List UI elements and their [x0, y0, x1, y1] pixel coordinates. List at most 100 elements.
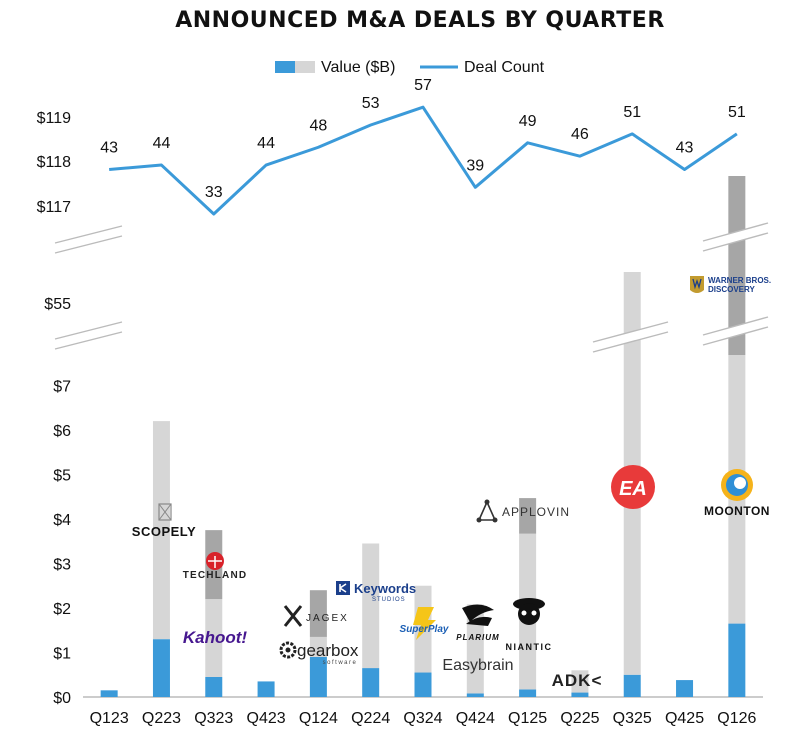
axis-break-mark	[54, 331, 123, 350]
deal-count-label: 44	[153, 135, 171, 152]
logo-keywords: Keywords	[354, 581, 416, 596]
deal-count-label: 51	[728, 104, 746, 121]
x-tick-label: Q423	[247, 710, 286, 727]
deal-count-label: 46	[571, 126, 589, 143]
axis-break-gap	[55, 322, 122, 349]
bar-segment-blue	[519, 689, 537, 697]
x-tick-label: Q123	[90, 710, 129, 727]
bar-segment-blue	[152, 639, 170, 697]
wbd-icon	[690, 276, 704, 293]
y-tick-label: $4	[53, 512, 71, 529]
logo-adk: ADK<	[552, 671, 603, 690]
legend-count-label: Deal Count	[464, 59, 545, 76]
deal-count-label: 49	[519, 113, 537, 130]
bar-segment-blue	[466, 693, 484, 697]
deal-count-label: 43	[676, 140, 694, 157]
logo-plarium: PLARIUM	[456, 633, 499, 642]
niantic-icon	[513, 598, 545, 625]
bar-segment-blue	[257, 681, 275, 697]
bar-segment-blue	[205, 676, 223, 697]
x-tick-label: Q323	[194, 710, 233, 727]
logo-applovin: APPLOVIN	[502, 505, 570, 519]
deal-count-label: 33	[205, 184, 223, 201]
logo-gearbox-sub: software	[323, 660, 358, 666]
axis-break-mark	[592, 321, 669, 343]
y-tick-label: $5	[53, 468, 71, 485]
bar-segment-light	[362, 543, 380, 669]
keywords-icon	[336, 581, 350, 595]
deal-count-label: 39	[466, 157, 484, 174]
bar-segment-dark	[309, 590, 327, 637]
x-tick-label: Q125	[508, 710, 547, 727]
jagex-icon	[283, 605, 303, 627]
x-tick-label: Q424	[456, 710, 495, 727]
axis-break-mark	[54, 321, 123, 340]
bar-segment-blue	[728, 623, 746, 697]
bar-segment-light	[152, 421, 170, 640]
logo-keywords-sub: STUDIOS	[372, 597, 406, 603]
bar-segment-dark	[519, 498, 537, 534]
y-tick-label: $1	[53, 646, 71, 663]
logo-wbd-sub: DISCOVERY	[708, 285, 755, 294]
logo-wbd: WARNER BROS.	[708, 276, 771, 285]
deal-count-line	[109, 105, 738, 216]
applovin-icon	[476, 499, 498, 523]
axis-break-gap	[593, 322, 668, 352]
deal-count-label: 53	[362, 95, 380, 112]
y-tick-label: $119	[37, 110, 72, 127]
logo-gearbox: gearbox	[297, 641, 359, 660]
plarium-icon	[462, 604, 494, 626]
axis-break-mark	[702, 222, 769, 242]
logo-easybrain: Easybrain	[442, 657, 513, 674]
axis-break-mark	[702, 316, 769, 336]
x-tick-label: Q126	[717, 710, 756, 727]
deal-count-label: 44	[257, 135, 275, 152]
legend-swatch-blue	[275, 61, 295, 73]
logo-moonton: MOONTON	[704, 504, 770, 518]
legend-value-label: Value ($B)	[321, 59, 395, 76]
axis-break-mark	[54, 235, 123, 254]
legend: Value ($B) Deal Count	[275, 59, 545, 76]
deal-count-label: 48	[309, 117, 327, 134]
techland-icon	[206, 552, 224, 570]
y-tick-label: $2	[53, 601, 71, 618]
y-tick-label: $0	[53, 690, 71, 707]
deal-count-label: 51	[623, 104, 641, 121]
bar-segment-blue	[676, 680, 694, 697]
chart-title: ANNOUNCED M&A DEALS BY QUARTER	[175, 8, 665, 33]
logo-superplay: SuperPlay	[400, 624, 449, 635]
logo-ea: EA	[619, 478, 647, 500]
axis-break-layer	[54, 222, 769, 353]
axis-break-mark	[702, 232, 769, 252]
axis-break-mark	[592, 331, 669, 353]
bar-segment-blue	[623, 674, 641, 697]
bar-segment-light	[466, 604, 484, 694]
logo-techland: TECHLAND	[183, 570, 248, 581]
logo-scopely: SCOPELY	[132, 524, 196, 539]
bar-segment-dark	[728, 176, 746, 355]
y-tick-label: $117	[37, 199, 72, 216]
y-tick-label: $118	[37, 154, 72, 171]
x-tick-label: Q224	[351, 710, 390, 727]
bar-segment-blue	[414, 672, 432, 697]
x-tick-label: Q425	[665, 710, 704, 727]
deal-count-label: 43	[100, 140, 118, 157]
bar-segment-light	[571, 670, 589, 693]
bar-segment-blue	[100, 690, 118, 697]
axis-break-gap	[703, 223, 768, 251]
x-tick-label: Q124	[299, 710, 338, 727]
axis-break-mark	[54, 225, 123, 244]
deal-count-label: 57	[414, 77, 432, 94]
logo-jagex: JAGEX	[306, 613, 349, 624]
bar-segment-light	[205, 599, 223, 677]
axis-break-gap	[703, 317, 768, 345]
axis-layer: $0 $1 $2 $3 $4 $5 $6 $7 $55 $117 $118 $119 Q123 Q223 Q…	[37, 110, 763, 727]
legend-swatch-gray	[295, 61, 315, 73]
logos-layer: SCOPELY TECHLAND Kahoot! JAGEX gearbox s…	[132, 276, 771, 690]
superplay-icon	[413, 607, 436, 640]
axis-break-mark	[702, 326, 769, 346]
y-tick-label: $55	[44, 296, 71, 313]
x-tick-label: Q325	[613, 710, 652, 727]
ea-icon	[611, 465, 655, 509]
